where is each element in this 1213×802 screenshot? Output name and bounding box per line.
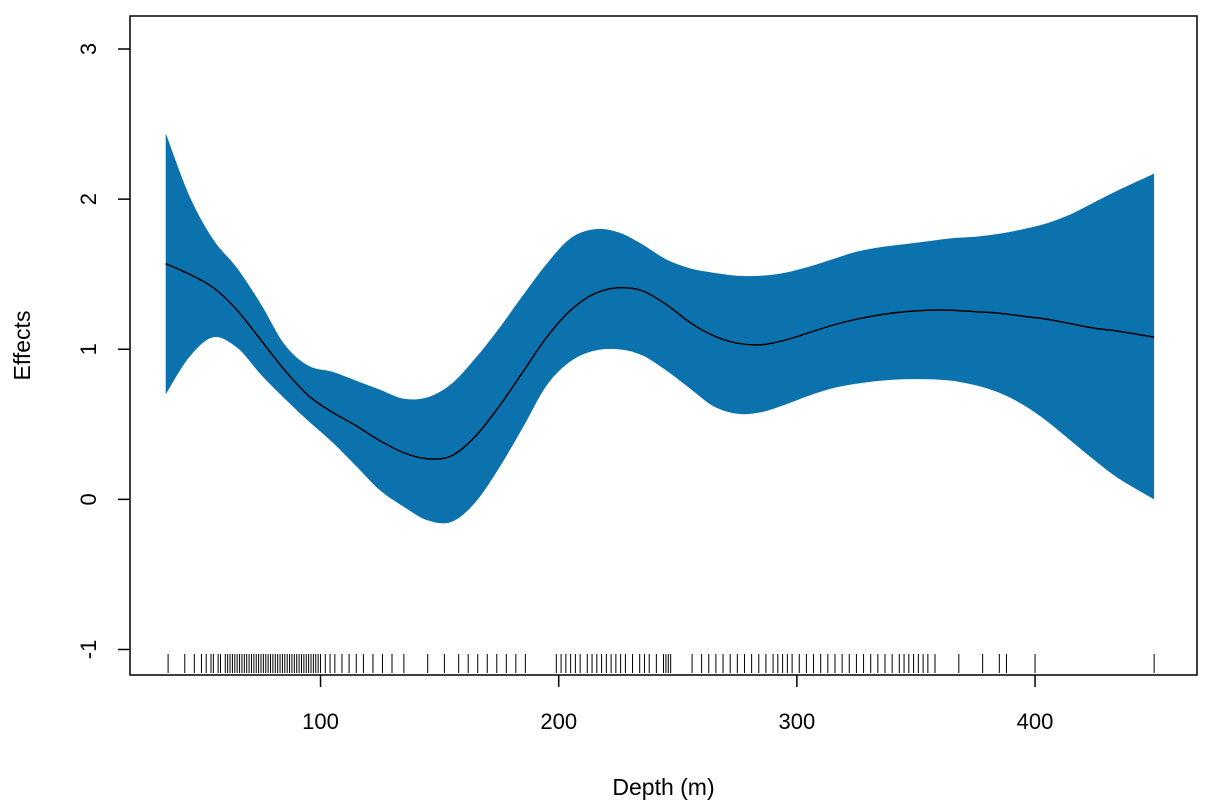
x-axis: 100 200 300 400	[302, 675, 1053, 734]
x-tick-label: 100	[302, 709, 339, 734]
x-tick-label: 200	[540, 709, 577, 734]
y-axis-title: Effects	[9, 311, 35, 381]
x-axis-title: Depth (m)	[612, 774, 714, 800]
y-tick-label: 3	[76, 43, 101, 55]
confidence-band	[165, 133, 1155, 524]
y-tick-label: 2	[76, 193, 101, 205]
rug-ticks	[167, 654, 1155, 673]
plot-frame	[129, 15, 1198, 676]
y-tick-label: -1	[76, 640, 101, 660]
fitted-line	[165, 263, 1155, 460]
y-tick-label: 1	[76, 343, 101, 355]
y-axis: -1 0 1 2 3	[76, 43, 130, 659]
y-tick-label: 0	[76, 493, 101, 505]
x-tick-label: 300	[779, 709, 816, 734]
x-tick-label: 400	[1017, 709, 1054, 734]
